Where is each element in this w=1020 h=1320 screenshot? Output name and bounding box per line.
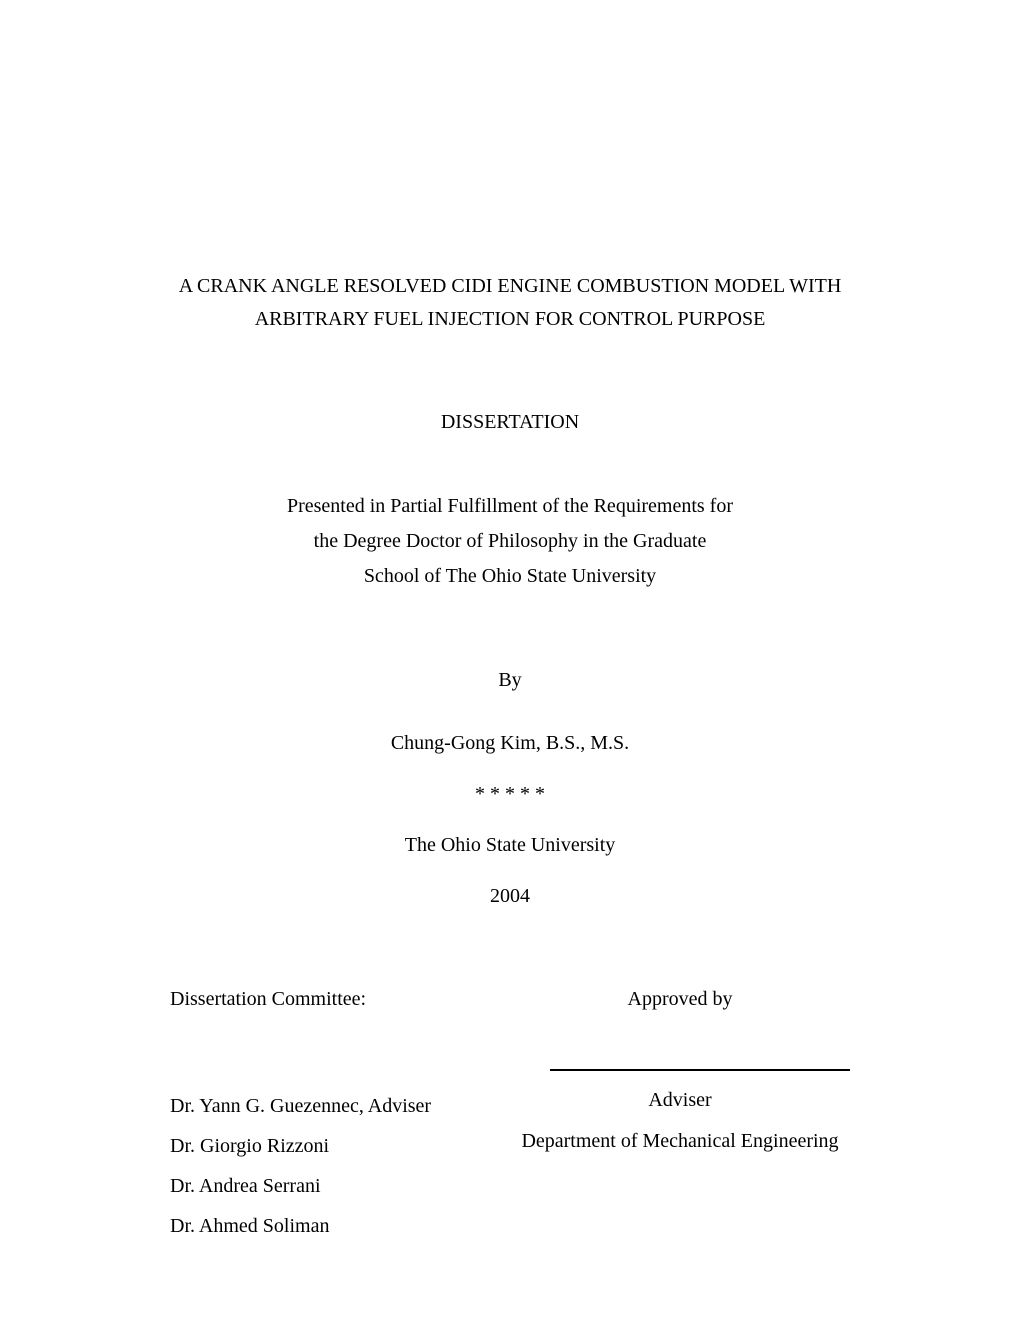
committee-header: Dissertation Committee: (170, 988, 510, 1011)
signature-line (550, 1069, 850, 1071)
committee-member: Dr. Ahmed Soliman (170, 1206, 510, 1246)
author-name: Chung-Gong Kim, B.S., M.S. (170, 732, 850, 755)
committee-member: Dr. Andrea Serrani (170, 1166, 510, 1206)
approval-column: Approved by Adviser Department of Mechan… (510, 988, 850, 1246)
approved-by-header: Approved by (510, 988, 850, 1011)
title-line-2: ARBITRARY FUEL INJECTION FOR CONTROL PUR… (170, 303, 850, 336)
dissertation-title: A CRANK ANGLE RESOLVED CIDI ENGINE COMBU… (170, 270, 850, 336)
fulfillment-statement: Presented in Partial Fulfillment of the … (170, 489, 850, 594)
asterisk-divider: * * * * * (170, 783, 850, 806)
year: 2004 (170, 885, 850, 908)
title-line-1: A CRANK ANGLE RESOLVED CIDI ENGINE COMBU… (170, 270, 850, 303)
fulfillment-line-1: Presented in Partial Fulfillment of the … (170, 489, 850, 524)
committee-member: Dr. Yann G. Guezennec, Adviser (170, 1086, 510, 1126)
bottom-section: Dissertation Committee: Dr. Yann G. Guez… (170, 988, 850, 1246)
university-name: The Ohio State University (170, 834, 850, 857)
by-label: By (170, 669, 850, 692)
department-label: Department of Mechanical Engineering (510, 1130, 850, 1153)
fulfillment-line-3: School of The Ohio State University (170, 559, 850, 594)
committee-column: Dissertation Committee: Dr. Yann G. Guez… (170, 988, 510, 1246)
committee-list: Dr. Yann G. Guezennec, Adviser Dr. Giorg… (170, 1086, 510, 1246)
adviser-label: Adviser (510, 1089, 850, 1112)
fulfillment-line-2: the Degree Doctor of Philosophy in the G… (170, 524, 850, 559)
committee-member: Dr. Giorgio Rizzoni (170, 1126, 510, 1166)
dissertation-label: DISSERTATION (170, 411, 850, 434)
